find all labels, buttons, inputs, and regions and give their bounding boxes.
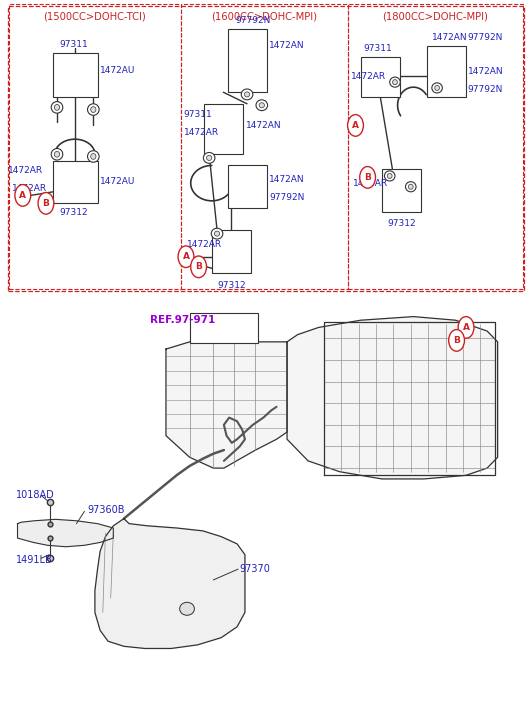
Ellipse shape xyxy=(54,151,60,157)
Text: 97312: 97312 xyxy=(60,208,88,217)
Circle shape xyxy=(458,316,474,338)
Bar xyxy=(8,6,524,292)
Text: 1472AN: 1472AN xyxy=(245,121,281,130)
Text: REF.97-971: REF.97-971 xyxy=(150,316,215,325)
Bar xyxy=(212,230,251,273)
Text: (1500CC>DOHC-TCI): (1500CC>DOHC-TCI) xyxy=(44,12,146,21)
Ellipse shape xyxy=(244,92,250,97)
Text: 1018AD: 1018AD xyxy=(16,490,55,499)
Text: 97312: 97312 xyxy=(217,281,246,289)
Ellipse shape xyxy=(51,102,63,113)
Text: 1472AU: 1472AU xyxy=(100,177,136,186)
Circle shape xyxy=(347,115,363,136)
Bar xyxy=(427,46,466,97)
Text: A: A xyxy=(352,121,359,130)
Bar xyxy=(181,4,347,289)
Polygon shape xyxy=(166,342,287,468)
Text: 97311: 97311 xyxy=(184,110,213,119)
Text: 97792N: 97792N xyxy=(468,33,503,42)
Ellipse shape xyxy=(206,156,212,161)
Text: 97360B: 97360B xyxy=(87,505,124,515)
Text: A: A xyxy=(462,323,470,332)
Polygon shape xyxy=(287,316,497,479)
Text: 97792N: 97792N xyxy=(269,193,304,202)
Ellipse shape xyxy=(435,85,439,90)
Text: 97311: 97311 xyxy=(60,40,88,49)
Ellipse shape xyxy=(88,150,99,162)
Ellipse shape xyxy=(51,148,63,160)
Ellipse shape xyxy=(256,100,268,111)
Text: B: B xyxy=(364,173,371,182)
Circle shape xyxy=(360,166,376,188)
Bar xyxy=(347,4,523,289)
Ellipse shape xyxy=(390,77,400,87)
Text: 97312: 97312 xyxy=(387,220,415,228)
Ellipse shape xyxy=(203,153,215,164)
Bar xyxy=(382,169,421,212)
Ellipse shape xyxy=(405,182,416,192)
Ellipse shape xyxy=(259,103,264,108)
Ellipse shape xyxy=(241,89,253,100)
Text: (1800CC>DOHC-MPI): (1800CC>DOHC-MPI) xyxy=(383,12,488,21)
Ellipse shape xyxy=(432,83,443,93)
Text: B: B xyxy=(195,262,202,271)
Bar xyxy=(204,104,243,154)
Bar xyxy=(228,29,267,92)
Bar xyxy=(190,313,258,343)
Text: 1472AR: 1472AR xyxy=(184,128,219,137)
Bar xyxy=(361,57,400,97)
Bar xyxy=(9,4,181,289)
Circle shape xyxy=(38,193,54,214)
Ellipse shape xyxy=(393,80,397,84)
Text: (1600CC>DOHC-MPI): (1600CC>DOHC-MPI) xyxy=(211,12,317,21)
Ellipse shape xyxy=(90,107,96,113)
Text: 97370: 97370 xyxy=(240,564,271,574)
Ellipse shape xyxy=(385,171,395,181)
Text: 1472AR: 1472AR xyxy=(12,185,47,193)
Text: 1472AR: 1472AR xyxy=(187,240,222,249)
Text: B: B xyxy=(453,336,460,345)
Bar xyxy=(228,165,267,209)
Bar xyxy=(53,53,97,97)
Ellipse shape xyxy=(211,228,223,239)
Ellipse shape xyxy=(180,602,194,615)
Text: A: A xyxy=(19,191,26,200)
Circle shape xyxy=(448,329,464,351)
Text: B: B xyxy=(43,199,49,208)
Text: 1491LB: 1491LB xyxy=(16,555,53,565)
Text: 1472AR: 1472AR xyxy=(353,179,388,188)
Ellipse shape xyxy=(387,174,392,178)
Polygon shape xyxy=(95,518,245,648)
Ellipse shape xyxy=(90,153,96,159)
Text: 97792N: 97792N xyxy=(468,85,503,94)
Text: 1472AN: 1472AN xyxy=(269,41,305,50)
Circle shape xyxy=(190,256,206,278)
Ellipse shape xyxy=(88,104,99,116)
Circle shape xyxy=(178,246,194,268)
Bar xyxy=(53,161,97,204)
Text: 1472AR: 1472AR xyxy=(8,166,43,175)
Text: 1472AR: 1472AR xyxy=(351,72,386,81)
Text: 1472AN: 1472AN xyxy=(468,67,503,76)
Text: 97311: 97311 xyxy=(363,44,392,53)
Ellipse shape xyxy=(409,184,413,189)
Ellipse shape xyxy=(214,231,220,236)
Polygon shape xyxy=(18,519,113,547)
Text: A: A xyxy=(182,252,189,261)
Text: 1472AN: 1472AN xyxy=(432,33,468,42)
Ellipse shape xyxy=(54,105,60,111)
Text: 1472AN: 1472AN xyxy=(269,175,305,184)
Text: 97792N: 97792N xyxy=(236,16,271,25)
Circle shape xyxy=(15,185,31,206)
Text: 1472AU: 1472AU xyxy=(100,66,136,75)
